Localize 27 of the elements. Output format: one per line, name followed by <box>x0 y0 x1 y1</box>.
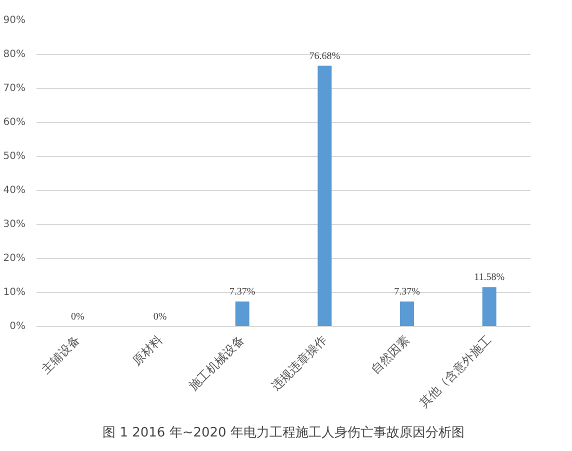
bar <box>482 287 496 326</box>
y-tick-label: 40% <box>3 185 26 196</box>
data-label: 0% <box>71 312 84 322</box>
bar <box>235 301 250 326</box>
y-tick-label: 10% <box>3 287 26 298</box>
y-tick-label: 50% <box>3 151 26 162</box>
x-tick-label: 施工机械设备 <box>186 332 248 394</box>
data-label: 7.37% <box>394 286 420 298</box>
y-tick-label: 60% <box>3 117 26 128</box>
y-tick-label: 0% <box>10 321 26 332</box>
bar <box>400 301 414 326</box>
y-tick-label: 80% <box>3 49 26 60</box>
y-tick-label: 90% <box>3 15 26 26</box>
x-tick-label: 违规违章操作 <box>268 332 330 394</box>
bar <box>318 66 332 326</box>
x-tick-label: 主辅设备 <box>38 332 83 376</box>
x-tick-label: 自然因素 <box>368 332 412 376</box>
text: 图 1 2016 年~2020 年电力工程施工人身伤亡事故原因分析图 <box>102 424 464 440</box>
y-tick-label: 30% <box>3 219 26 230</box>
x-tick-label: 其他（含意外施工 <box>416 332 494 410</box>
data-label: 76.68% <box>309 50 340 62</box>
x-tick-label: 原材料 <box>130 332 165 368</box>
data-label: 7.37% <box>229 286 256 298</box>
data-label: 11.58% <box>474 272 505 284</box>
y-tick-label: 20% <box>3 253 26 264</box>
y-tick-label: 70% <box>3 83 26 94</box>
data-label: 0% <box>153 312 167 322</box>
